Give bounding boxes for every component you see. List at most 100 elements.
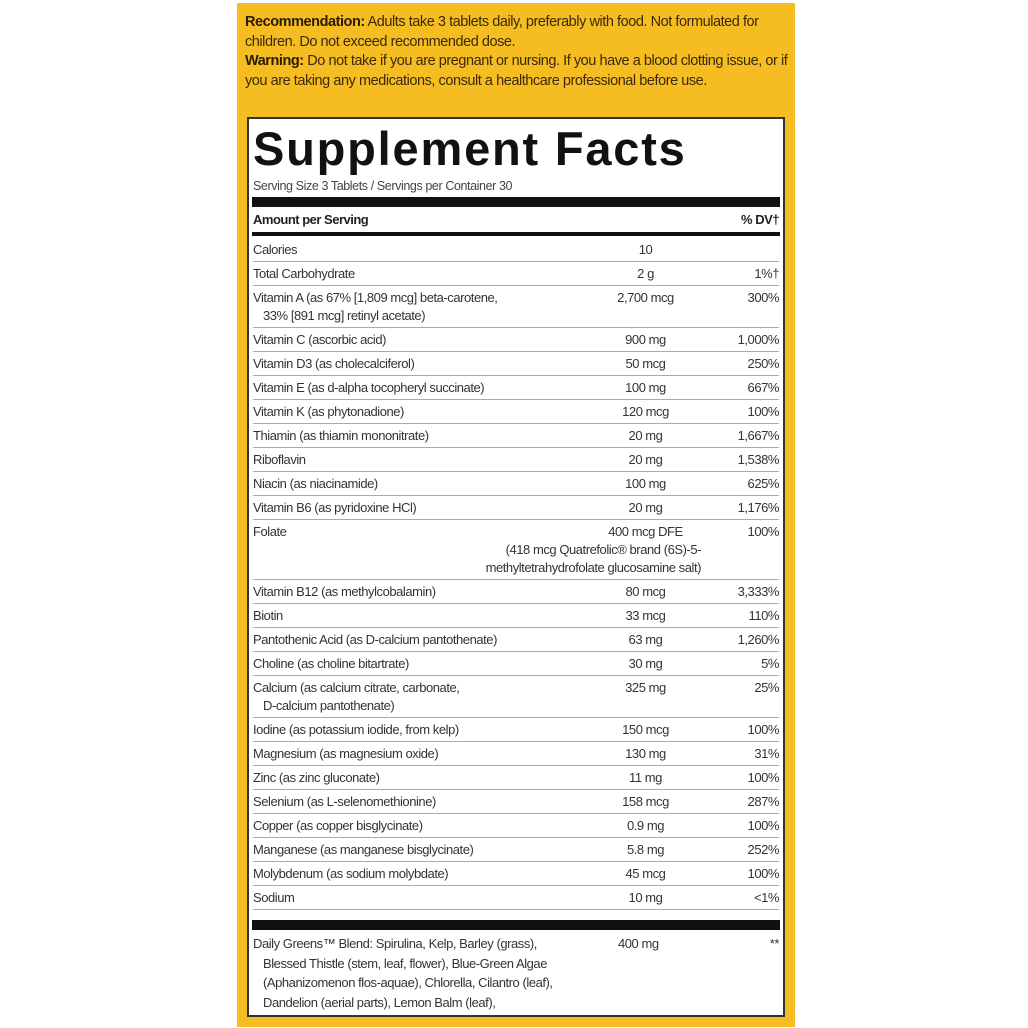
- nutrient-row: Riboflavin 20 mg 1,538%: [253, 448, 779, 472]
- nutrient-dv: 287%: [747, 794, 780, 809]
- nutrient-name: Zinc (as zinc gluconate): [253, 770, 380, 785]
- nutrient-dv: 667%: [747, 380, 780, 395]
- blend-line: (Aphanizomenon flos-aquae), Chlorella, C…: [263, 975, 553, 990]
- nutrient-dv: 100%: [747, 722, 780, 737]
- nutrient-row: Calories 10: [253, 238, 779, 262]
- nutrient-name: Total Carbohydrate: [253, 266, 355, 281]
- nutrient-amount: 20 mg: [628, 452, 663, 467]
- blend-line: Dandelion (aerial parts), Lemon Balm (le…: [263, 994, 496, 1010]
- header-rule: [252, 232, 780, 236]
- nutrient-name: Niacin (as niacinamide): [253, 476, 378, 491]
- nutrient-amount: 120 mcg: [622, 404, 669, 419]
- nutrient-dv: 3,333%: [737, 584, 780, 599]
- nutrient-note: (418 mcg Quatrefolic® brand (6S)-5-: [505, 542, 702, 557]
- nutrient-dv: 100%: [747, 818, 780, 833]
- nutrient-row: Thiamin (as thiamin mononitrate) 20 mg 1,6…: [253, 424, 779, 448]
- nutrient-dv: 110%: [748, 608, 780, 623]
- supplement-label: Recommendation: Adults take 3 tablets da…: [237, 3, 795, 1027]
- nutrient-amount: 10 mg: [628, 890, 663, 905]
- nutrient-dv: 31%: [754, 746, 779, 761]
- facts-title: Supplement Facts: [253, 122, 687, 175]
- blend-row: Daily Greens™ Blend: Spirulina, Kelp, Ba…: [253, 934, 779, 1012]
- nutrient-row: Biotin 33 mcg 110%: [253, 604, 779, 628]
- nutrient-name: Vitamin E (as d-alpha tocopheryl succina…: [253, 380, 485, 395]
- nutrient-name: Copper (as copper bisglycinate): [253, 818, 423, 833]
- nutrient-amount: 900 mg: [625, 332, 666, 347]
- nutrient-dv: 100%: [747, 770, 780, 785]
- nutrient-dv: <1%: [753, 890, 779, 905]
- nutrient-row: Folate (418 mcg Quatrefolic® brand (6S)-5…: [253, 520, 779, 580]
- nutrient-amount: 5.8 mg: [626, 842, 665, 857]
- nutrient-dv: 300%: [747, 290, 780, 305]
- nutrient-dv: 1,667%: [737, 428, 780, 443]
- nutrient-name: Vitamin B6 (as pyridoxine HCl): [253, 500, 417, 515]
- nutrient-name: Biotin: [253, 608, 283, 623]
- dv-header: % DV†: [741, 212, 779, 227]
- nutrient-name: Vitamin K (as phytonadione): [253, 404, 404, 419]
- supplement-facts-panel: Supplement Facts Serving Size 3 Tablets …: [247, 117, 785, 1017]
- nutrient-row: Vitamin B6 (as pyridoxine HCl) 20 mg 1,176…: [253, 496, 779, 520]
- nutrient-amount: 11 mg: [629, 770, 662, 785]
- nutrient-amount: 50 mcg: [625, 356, 666, 371]
- recommendation-label: Recommendation:: [245, 14, 365, 30]
- nutrient-amount: 400 mcg DFE: [608, 524, 683, 539]
- nutrient-name: Folate: [253, 524, 287, 539]
- nutrient-row: Magnesium (as magnesium oxide) 130 mg 31%: [253, 742, 779, 766]
- nutrient-name-continued: 33% [891 mcg] retinyl acetate): [263, 308, 426, 323]
- nutrient-dv: 1,538%: [737, 452, 780, 467]
- nutrient-amount: 0.9 mg: [626, 818, 665, 833]
- nutrient-row: Total Carbohydrate 2 g 1%†: [253, 262, 779, 286]
- nutrient-row: Sodium 10 mg <1%: [253, 886, 779, 910]
- nutrient-dv: 100%: [747, 404, 780, 419]
- warning-label: Warning:: [245, 53, 304, 69]
- nutrient-note: methyltetrahydrofolate glucosamine salt): [485, 560, 702, 575]
- nutrient-row: Vitamin K (as phytonadione) 120 mcg 100%: [253, 400, 779, 424]
- nutrient-amount: 2 g: [637, 266, 654, 281]
- nutrient-name-continued: D-calcium pantothenate): [263, 698, 395, 713]
- nutrient-amount: 2,700 mcg: [617, 290, 674, 305]
- nutrient-dv: 625%: [747, 476, 780, 491]
- nutrient-row: Vitamin D3 (as cholecalciferol) 50 mcg 250…: [253, 352, 779, 376]
- warning-text: Do not take if you are pregnant or nursi…: [245, 53, 788, 89]
- blend-line: Blessed Thistle (stem, leaf, flower), Bl…: [263, 955, 547, 971]
- nutrient-amount: 158 mcg: [622, 794, 669, 809]
- nutrient-row: Vitamin E (as d-alpha tocopheryl succina…: [253, 376, 779, 400]
- nutrient-name: Vitamin C (ascorbic acid): [253, 332, 387, 347]
- nutrient-row: Zinc (as zinc gluconate) 11 mg 100%: [253, 766, 779, 790]
- nutrient-amount: 45 mcg: [625, 866, 666, 881]
- nutrient-row: Pantothenic Acid (as D-calcium pantothen…: [253, 628, 779, 652]
- nutrient-amount: 130 mg: [625, 746, 666, 761]
- nutrient-name: Vitamin D3 (as cholecalciferol): [253, 356, 415, 371]
- nutrient-amount: 100 mg: [625, 380, 666, 395]
- nutrient-name: Calories: [253, 242, 298, 257]
- nutrient-dv: 25%: [754, 680, 779, 695]
- nutrient-row: Vitamin A (as 67% [1,809 mcg] beta-carot…: [253, 286, 779, 328]
- nutrient-name: Riboflavin: [253, 452, 306, 467]
- nutrient-name: Vitamin B12 (as methylcobalamin): [253, 584, 436, 599]
- nutrient-row: Choline (as choline bitartrate) 30 mg 5%: [253, 652, 779, 676]
- nutrient-name: Molybdenum (as sodium molybdate): [253, 866, 449, 881]
- nutrient-dv: 1,260%: [737, 632, 780, 647]
- nutrient-name: Pantothenic Acid (as D-calcium pantothen…: [253, 632, 497, 647]
- nutrient-amount: 20 mg: [628, 500, 663, 515]
- blend-amount: 400 mg: [618, 936, 659, 951]
- nutrient-row: Vitamin C (ascorbic acid) 900 mg 1,000%: [253, 328, 779, 352]
- blend-dv: **: [769, 936, 780, 951]
- nutrient-name: Iodine (as potassium iodide, from kelp): [253, 722, 459, 737]
- nutrient-amount: 33 mcg: [625, 608, 666, 623]
- nutrient-amount: 10: [638, 242, 653, 257]
- amount-per-serving-header: Amount per Serving: [253, 212, 369, 227]
- nutrient-dv: 252%: [747, 842, 780, 857]
- nutrient-dv: 5%: [761, 656, 779, 671]
- nutrient-row: Molybdenum (as sodium molybdate) 45 mcg 10…: [253, 862, 779, 886]
- nutrient-row: Vitamin B12 (as methylcobalamin) 80 mcg 3,…: [253, 580, 779, 604]
- nutrient-row: Manganese (as manganese bisglycinate) 5.8…: [253, 838, 779, 862]
- thick-rule: [252, 197, 780, 207]
- nutrient-name: Sodium: [253, 890, 295, 905]
- nutrient-dv: 100%: [747, 866, 780, 881]
- nutrient-amount: 20 mg: [628, 428, 663, 443]
- nutrient-dv: 100%: [747, 524, 780, 539]
- nutrient-amount: 30 mg: [628, 656, 663, 671]
- table-header: Amount per Serving % DV†: [253, 212, 779, 230]
- serving-info: Serving Size 3 Tablets / Servings per Co…: [253, 179, 513, 193]
